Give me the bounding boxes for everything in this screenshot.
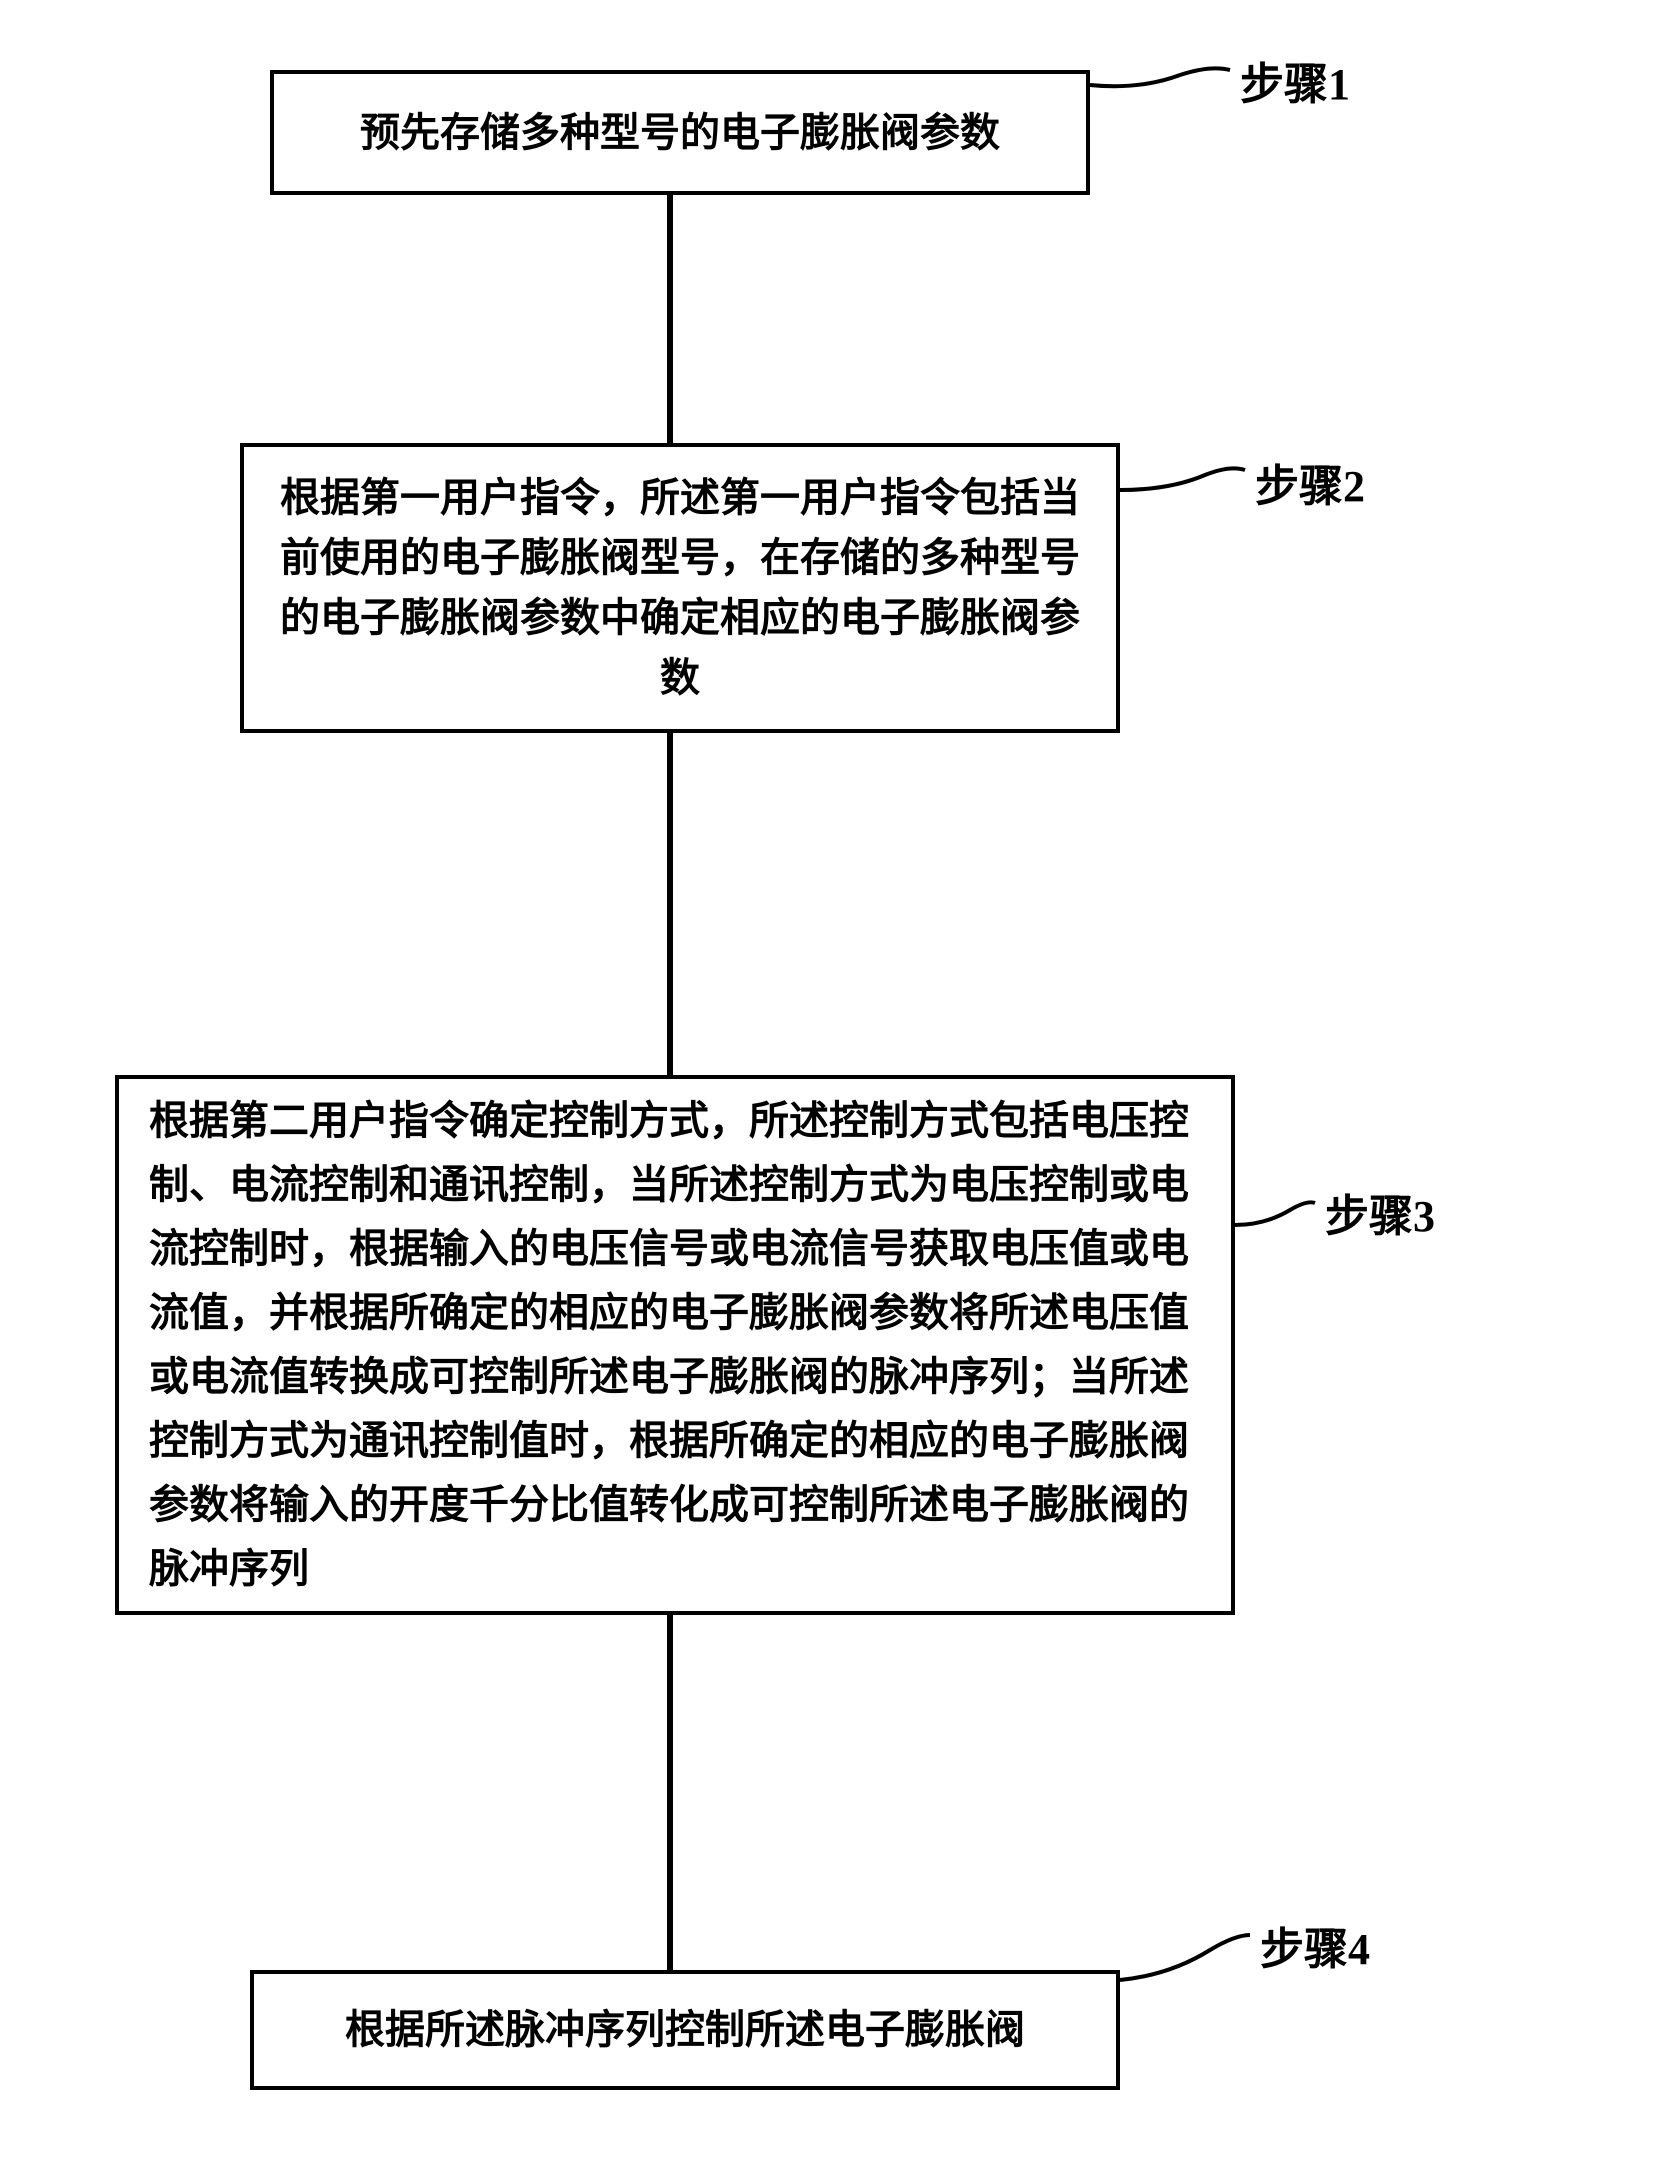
- step-text-3: 根据第二用户指令确定控制方式，所述控制方式包括电压控制、电流控制和通讯控制，当所…: [149, 1089, 1201, 1601]
- connector-2-3: [667, 733, 673, 1075]
- step-box-3: 根据第二用户指令确定控制方式，所述控制方式包括电压控制、电流控制和通讯控制，当所…: [115, 1075, 1235, 1615]
- callout-2: [1120, 460, 1260, 500]
- step-text-4: 根据所述脉冲序列控制所述电子膨胀阀: [345, 2000, 1025, 2060]
- step-box-2: 根据第一用户指令，所述第一用户指令包括当前使用的电子膨胀阀型号，在存储的多种型号…: [240, 443, 1120, 733]
- connector-3-4: [667, 1615, 673, 1970]
- flowchart-container: 预先存储多种型号的电子膨胀阀参数 步骤1 根据第一用户指令，所述第一用户指令包括…: [0, 0, 1657, 2184]
- step-label-4: 步骤4: [1260, 1913, 1370, 1977]
- step-label-1: 步骤1: [1240, 48, 1350, 112]
- step-label-3: 步骤3: [1325, 1180, 1435, 1244]
- step-text-2: 根据第一用户指令，所述第一用户指令包括当前使用的电子膨胀阀型号，在存储的多种型号…: [274, 468, 1086, 708]
- callout-4: [1120, 1925, 1260, 1985]
- callout-3: [1235, 1195, 1330, 1235]
- step-box-1: 预先存储多种型号的电子膨胀阀参数: [270, 70, 1090, 195]
- step-text-1: 预先存储多种型号的电子膨胀阀参数: [360, 103, 1000, 163]
- step-box-4: 根据所述脉冲序列控制所述电子膨胀阀: [250, 1970, 1120, 2090]
- callout-1: [1090, 60, 1240, 100]
- step-label-2: 步骤2: [1255, 450, 1365, 514]
- connector-1-2: [667, 195, 673, 443]
